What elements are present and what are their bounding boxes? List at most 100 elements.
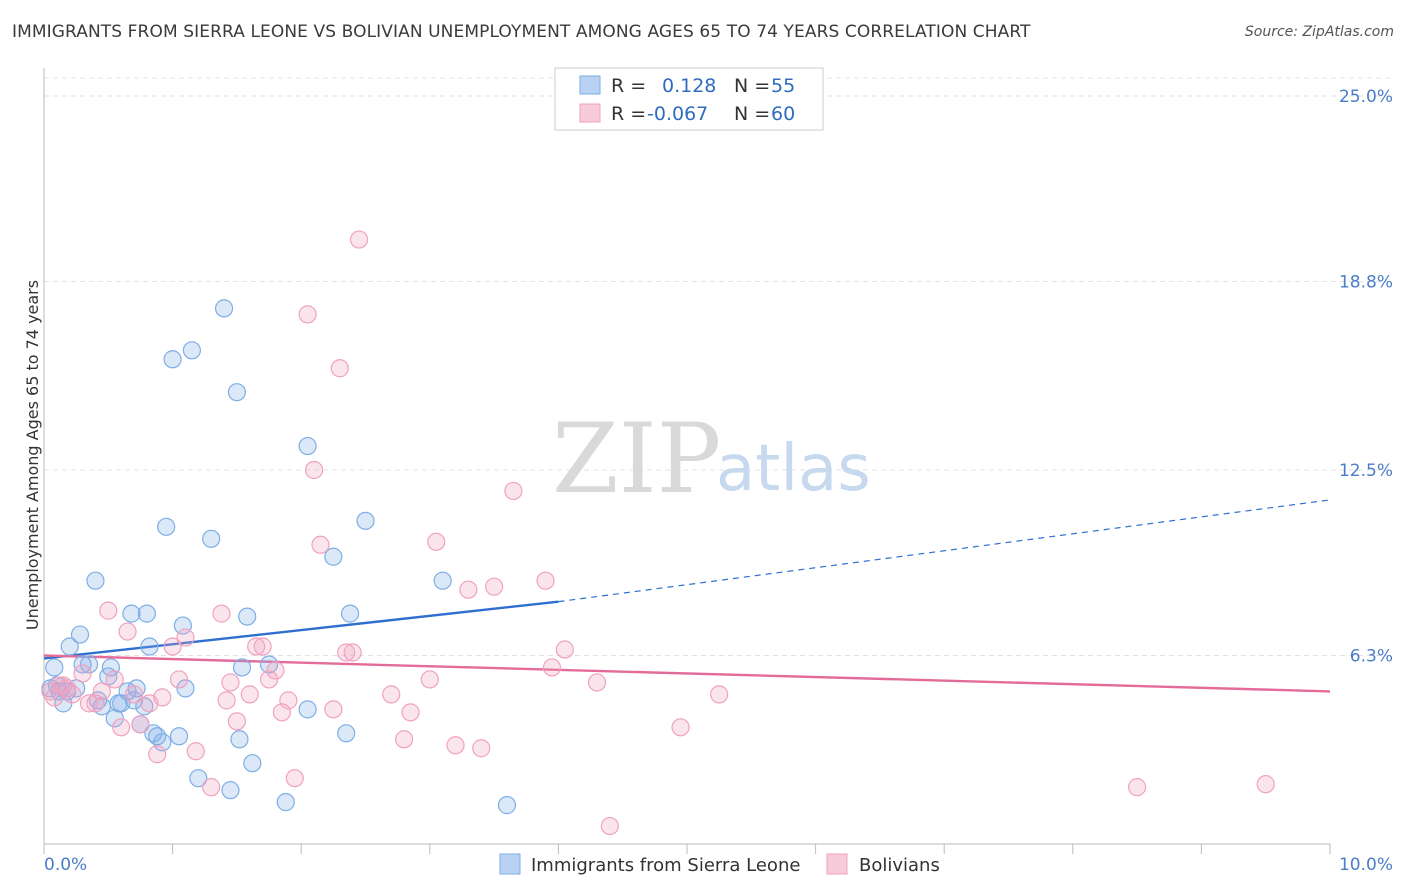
legend-n-label-2: N = — [734, 103, 770, 125]
y-axis-label: Unemployment Among Ages 65 to 74 years — [23, 280, 42, 630]
y-tick-label: 18.8% — [1339, 272, 1393, 292]
point-bolivians — [163, 637, 182, 656]
point-sierra-leone — [148, 727, 167, 746]
legend-top: R = 0.128 N = 55 R = -0.067 N = 60 — [554, 67, 824, 131]
point-sierra-leone — [433, 571, 452, 590]
point-bolivians — [240, 685, 259, 704]
point-sierra-leone — [189, 769, 208, 788]
trend-line-bolivians — [43, 654, 1331, 693]
point-sierra-leone — [153, 733, 172, 752]
legend-r-label-2: R = — [611, 103, 646, 125]
point-bolivians — [401, 703, 420, 722]
point-bolivians — [176, 628, 195, 647]
point-bolivians — [504, 481, 523, 501]
point-bolivians — [298, 305, 317, 324]
point-sierra-leone — [221, 781, 240, 800]
point-bolivians — [253, 637, 272, 656]
legend-n-value-1: 55 — [771, 75, 795, 97]
grid-lines — [44, 77, 1392, 656]
point-bolivians — [131, 715, 150, 734]
point-bolivians — [169, 670, 189, 689]
point-bolivians — [1127, 778, 1147, 797]
legend-swatch-pink — [579, 103, 601, 123]
legend-bottom: Immigrants from Sierra Leone Bolivians — [499, 853, 940, 876]
point-bolivians — [349, 230, 369, 249]
point-bolivians — [221, 673, 240, 692]
watermark: ZIP atlas — [552, 403, 871, 515]
point-bolivians — [266, 661, 285, 680]
point-sierra-leone — [60, 637, 79, 656]
point-bolivians — [1256, 775, 1275, 794]
point-bolivians — [227, 712, 246, 731]
legend-r-value-2: -0.067 — [647, 103, 708, 125]
point-bolivians — [148, 745, 167, 764]
point-sierra-leone — [169, 727, 189, 746]
point-bolivians — [324, 700, 343, 719]
point-sierra-leone — [276, 793, 295, 812]
point-bolivians — [58, 679, 77, 698]
point-sierra-leone — [238, 607, 257, 626]
legend-swatch-blue — [579, 75, 601, 95]
point-sierra-leone — [135, 697, 154, 716]
point-sierra-leone — [137, 604, 156, 623]
axes — [43, 68, 1331, 854]
point-bolivians — [99, 601, 118, 620]
x-tick-label: 0.0% — [44, 855, 87, 875]
point-sierra-leone — [230, 730, 249, 749]
point-bolivians — [124, 685, 144, 704]
point-sierra-leone — [101, 658, 120, 677]
point-sierra-leone — [298, 436, 317, 456]
point-bolivians — [247, 637, 266, 656]
legend-n-label-1: N = — [734, 75, 770, 97]
point-bolivians — [710, 685, 729, 704]
point-bolivians — [343, 643, 362, 662]
point-bolivians — [79, 694, 99, 713]
point-bolivians — [304, 460, 324, 480]
point-sierra-leone — [337, 724, 356, 743]
point-sierra-leone — [176, 679, 195, 698]
point-bolivians — [153, 688, 172, 707]
point-sierra-leone — [79, 655, 99, 674]
point-bolivians — [186, 742, 205, 761]
point-bolivians — [330, 359, 349, 378]
legend-n-value-2: 60 — [771, 103, 795, 125]
point-bolivians — [112, 718, 131, 737]
point-sierra-leone — [105, 709, 124, 728]
point-bolivians — [63, 685, 82, 704]
tick-labels: 6.3% 12.5% 18.8% 25.0% 0.0% 10.0% — [44, 87, 1393, 875]
y-tick-label: 6.3% — [1350, 646, 1393, 666]
point-sierra-leone — [227, 383, 246, 402]
point-sierra-leone — [232, 658, 252, 677]
trend-lines — [43, 499, 1331, 693]
bottom-legend-label-blue: Immigrants from Sierra Leone — [531, 855, 800, 876]
point-sierra-leone — [214, 299, 234, 318]
chart-source: Source: ZipAtlas.com — [1244, 24, 1394, 40]
point-sierra-leone — [86, 571, 105, 590]
watermark-zip: ZIP — [552, 403, 721, 515]
watermark-atlas: atlas — [716, 432, 871, 506]
trend-line-sierra-leone-extension — [558, 499, 1331, 603]
point-bolivians — [542, 658, 562, 677]
y-tick-label: 12.5% — [1339, 461, 1393, 481]
point-bolivians — [536, 571, 555, 590]
point-sierra-leone — [157, 517, 176, 536]
point-sierra-leone — [324, 547, 343, 566]
point-bolivians — [472, 739, 491, 758]
point-bolivians — [671, 718, 690, 737]
point-sierra-leone — [163, 350, 182, 369]
point-sierra-leone — [124, 691, 144, 710]
point-bolivians — [337, 643, 356, 662]
point-bolivians — [73, 664, 92, 683]
point-bolivians — [202, 778, 221, 797]
point-bolivians — [212, 604, 231, 623]
bottom-legend-swatch-blue — [499, 853, 521, 875]
point-bolivians — [420, 670, 439, 689]
point-bolivians — [217, 691, 236, 710]
point-sierra-leone — [298, 700, 317, 719]
x-tick-label: 10.0% — [1339, 855, 1393, 875]
point-sierra-leone — [356, 511, 375, 530]
point-bolivians — [285, 769, 304, 788]
point-bolivians — [92, 682, 111, 701]
point-sierra-leone — [140, 637, 159, 656]
